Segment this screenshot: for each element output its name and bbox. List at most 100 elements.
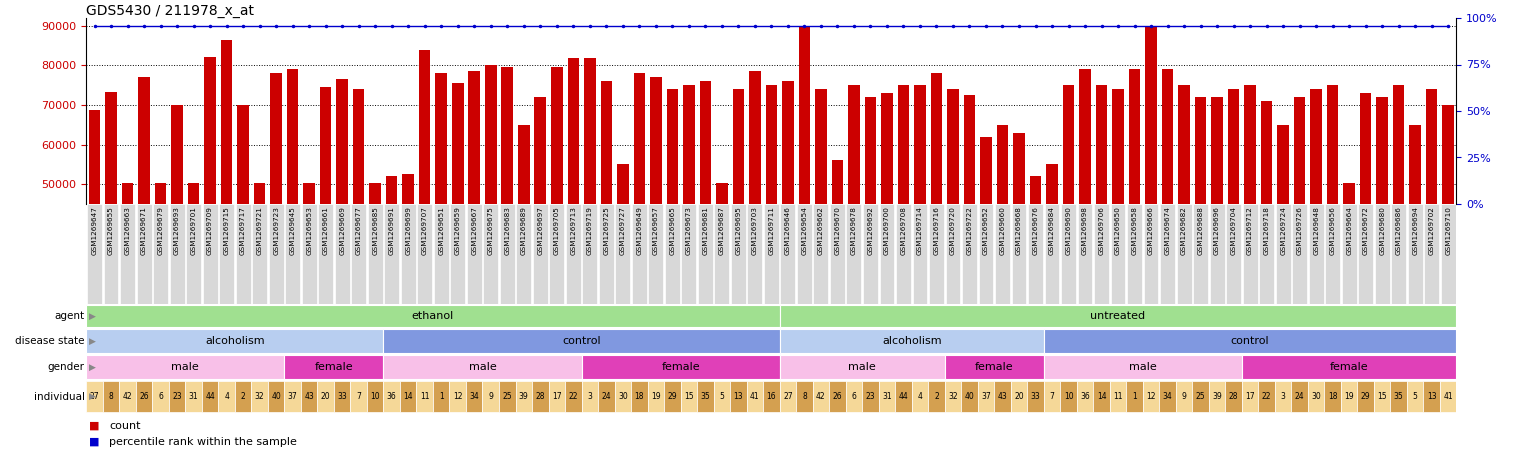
Bar xyxy=(733,89,745,382)
Text: GSM1269723: GSM1269723 xyxy=(273,206,279,255)
Bar xyxy=(254,183,265,382)
Bar xyxy=(1111,204,1125,304)
Bar xyxy=(1258,381,1275,412)
Text: 16: 16 xyxy=(766,392,777,401)
Bar xyxy=(731,204,746,304)
Bar xyxy=(400,381,416,412)
Bar xyxy=(780,329,1043,353)
Bar xyxy=(1293,204,1307,304)
Bar xyxy=(995,204,1010,304)
Bar xyxy=(153,381,170,412)
Bar xyxy=(154,183,167,382)
Bar xyxy=(1325,204,1340,304)
Bar xyxy=(301,381,318,412)
Bar xyxy=(796,204,812,304)
Bar xyxy=(1176,204,1192,304)
Text: 36: 36 xyxy=(1079,392,1090,401)
Text: GSM1269705: GSM1269705 xyxy=(554,206,560,255)
Bar xyxy=(665,204,680,304)
Bar xyxy=(1176,381,1193,412)
Bar xyxy=(1393,85,1405,382)
Bar xyxy=(1063,85,1075,382)
Text: GSM1269698: GSM1269698 xyxy=(1083,206,1089,255)
Bar xyxy=(369,183,382,382)
Text: 42: 42 xyxy=(816,392,825,401)
Bar xyxy=(1308,204,1323,304)
Text: 34: 34 xyxy=(469,392,478,401)
Bar xyxy=(648,381,665,412)
Text: GSM1269701: GSM1269701 xyxy=(191,206,197,255)
Bar xyxy=(86,355,285,379)
Bar xyxy=(1225,381,1241,412)
Text: agent: agent xyxy=(55,311,85,321)
Text: GSM1269712: GSM1269712 xyxy=(1248,206,1254,255)
Text: ▶: ▶ xyxy=(89,312,97,321)
Bar xyxy=(1126,204,1142,304)
Text: 30: 30 xyxy=(1311,392,1322,401)
Bar xyxy=(798,26,810,382)
Text: GSM1269674: GSM1269674 xyxy=(1164,206,1170,255)
Bar xyxy=(336,78,348,382)
Text: 17: 17 xyxy=(553,392,562,401)
Bar xyxy=(861,381,878,412)
Bar xyxy=(351,204,366,304)
Text: GSM1269686: GSM1269686 xyxy=(1396,206,1402,255)
Bar xyxy=(1410,125,1422,382)
Bar xyxy=(1076,381,1093,412)
Bar xyxy=(1060,381,1076,412)
Text: 7: 7 xyxy=(1049,392,1054,401)
Bar xyxy=(236,204,250,304)
Text: 2: 2 xyxy=(934,392,939,401)
Text: 27: 27 xyxy=(783,392,793,401)
Bar xyxy=(500,381,515,412)
Bar xyxy=(765,204,778,304)
Bar xyxy=(550,204,565,304)
Text: GSM1269666: GSM1269666 xyxy=(1148,206,1154,255)
Bar xyxy=(1226,204,1241,304)
Text: GSM1269677: GSM1269677 xyxy=(356,206,362,255)
Bar xyxy=(780,355,945,379)
Text: 37: 37 xyxy=(288,392,298,401)
Bar xyxy=(285,381,301,412)
Text: GSM1269715: GSM1269715 xyxy=(224,206,230,255)
Bar xyxy=(1110,381,1126,412)
Bar xyxy=(515,381,531,412)
Text: GSM1269700: GSM1269700 xyxy=(884,206,890,255)
Text: GSM1269663: GSM1269663 xyxy=(124,206,130,255)
Text: GSM1269695: GSM1269695 xyxy=(736,206,742,255)
Bar xyxy=(881,93,893,382)
Bar xyxy=(1030,176,1042,382)
Text: GSM1269697: GSM1269697 xyxy=(537,206,544,255)
Bar xyxy=(631,204,646,304)
Text: GSM1269678: GSM1269678 xyxy=(851,206,857,255)
Text: GSM1269667: GSM1269667 xyxy=(471,206,477,255)
Text: 18: 18 xyxy=(634,392,643,401)
Bar xyxy=(615,381,631,412)
Text: control: control xyxy=(1231,336,1269,346)
Text: 13: 13 xyxy=(734,392,743,401)
Text: GSM1269657: GSM1269657 xyxy=(653,206,659,255)
Text: GSM1269658: GSM1269658 xyxy=(1131,206,1137,255)
Text: GSM1269694: GSM1269694 xyxy=(1413,206,1419,255)
Bar xyxy=(581,355,780,379)
Text: 6: 6 xyxy=(157,392,164,401)
Text: GSM1269726: GSM1269726 xyxy=(1296,206,1302,255)
Bar xyxy=(1425,204,1440,304)
Bar xyxy=(1443,105,1453,382)
Bar xyxy=(931,73,942,382)
Bar xyxy=(531,381,548,412)
Text: 40: 40 xyxy=(271,392,282,401)
Text: GSM1269680: GSM1269680 xyxy=(1379,206,1385,255)
Text: 14: 14 xyxy=(403,392,413,401)
Bar xyxy=(780,305,1456,327)
Text: 10: 10 xyxy=(1064,392,1073,401)
Text: GSM1269664: GSM1269664 xyxy=(1346,206,1352,255)
Bar xyxy=(103,204,118,304)
Text: 1: 1 xyxy=(1132,392,1137,401)
Bar xyxy=(665,381,681,412)
Text: 24: 24 xyxy=(1294,392,1305,401)
Bar xyxy=(1211,97,1223,382)
Text: GSM1269722: GSM1269722 xyxy=(966,206,972,255)
Bar xyxy=(271,73,282,382)
Text: male: male xyxy=(848,362,877,372)
